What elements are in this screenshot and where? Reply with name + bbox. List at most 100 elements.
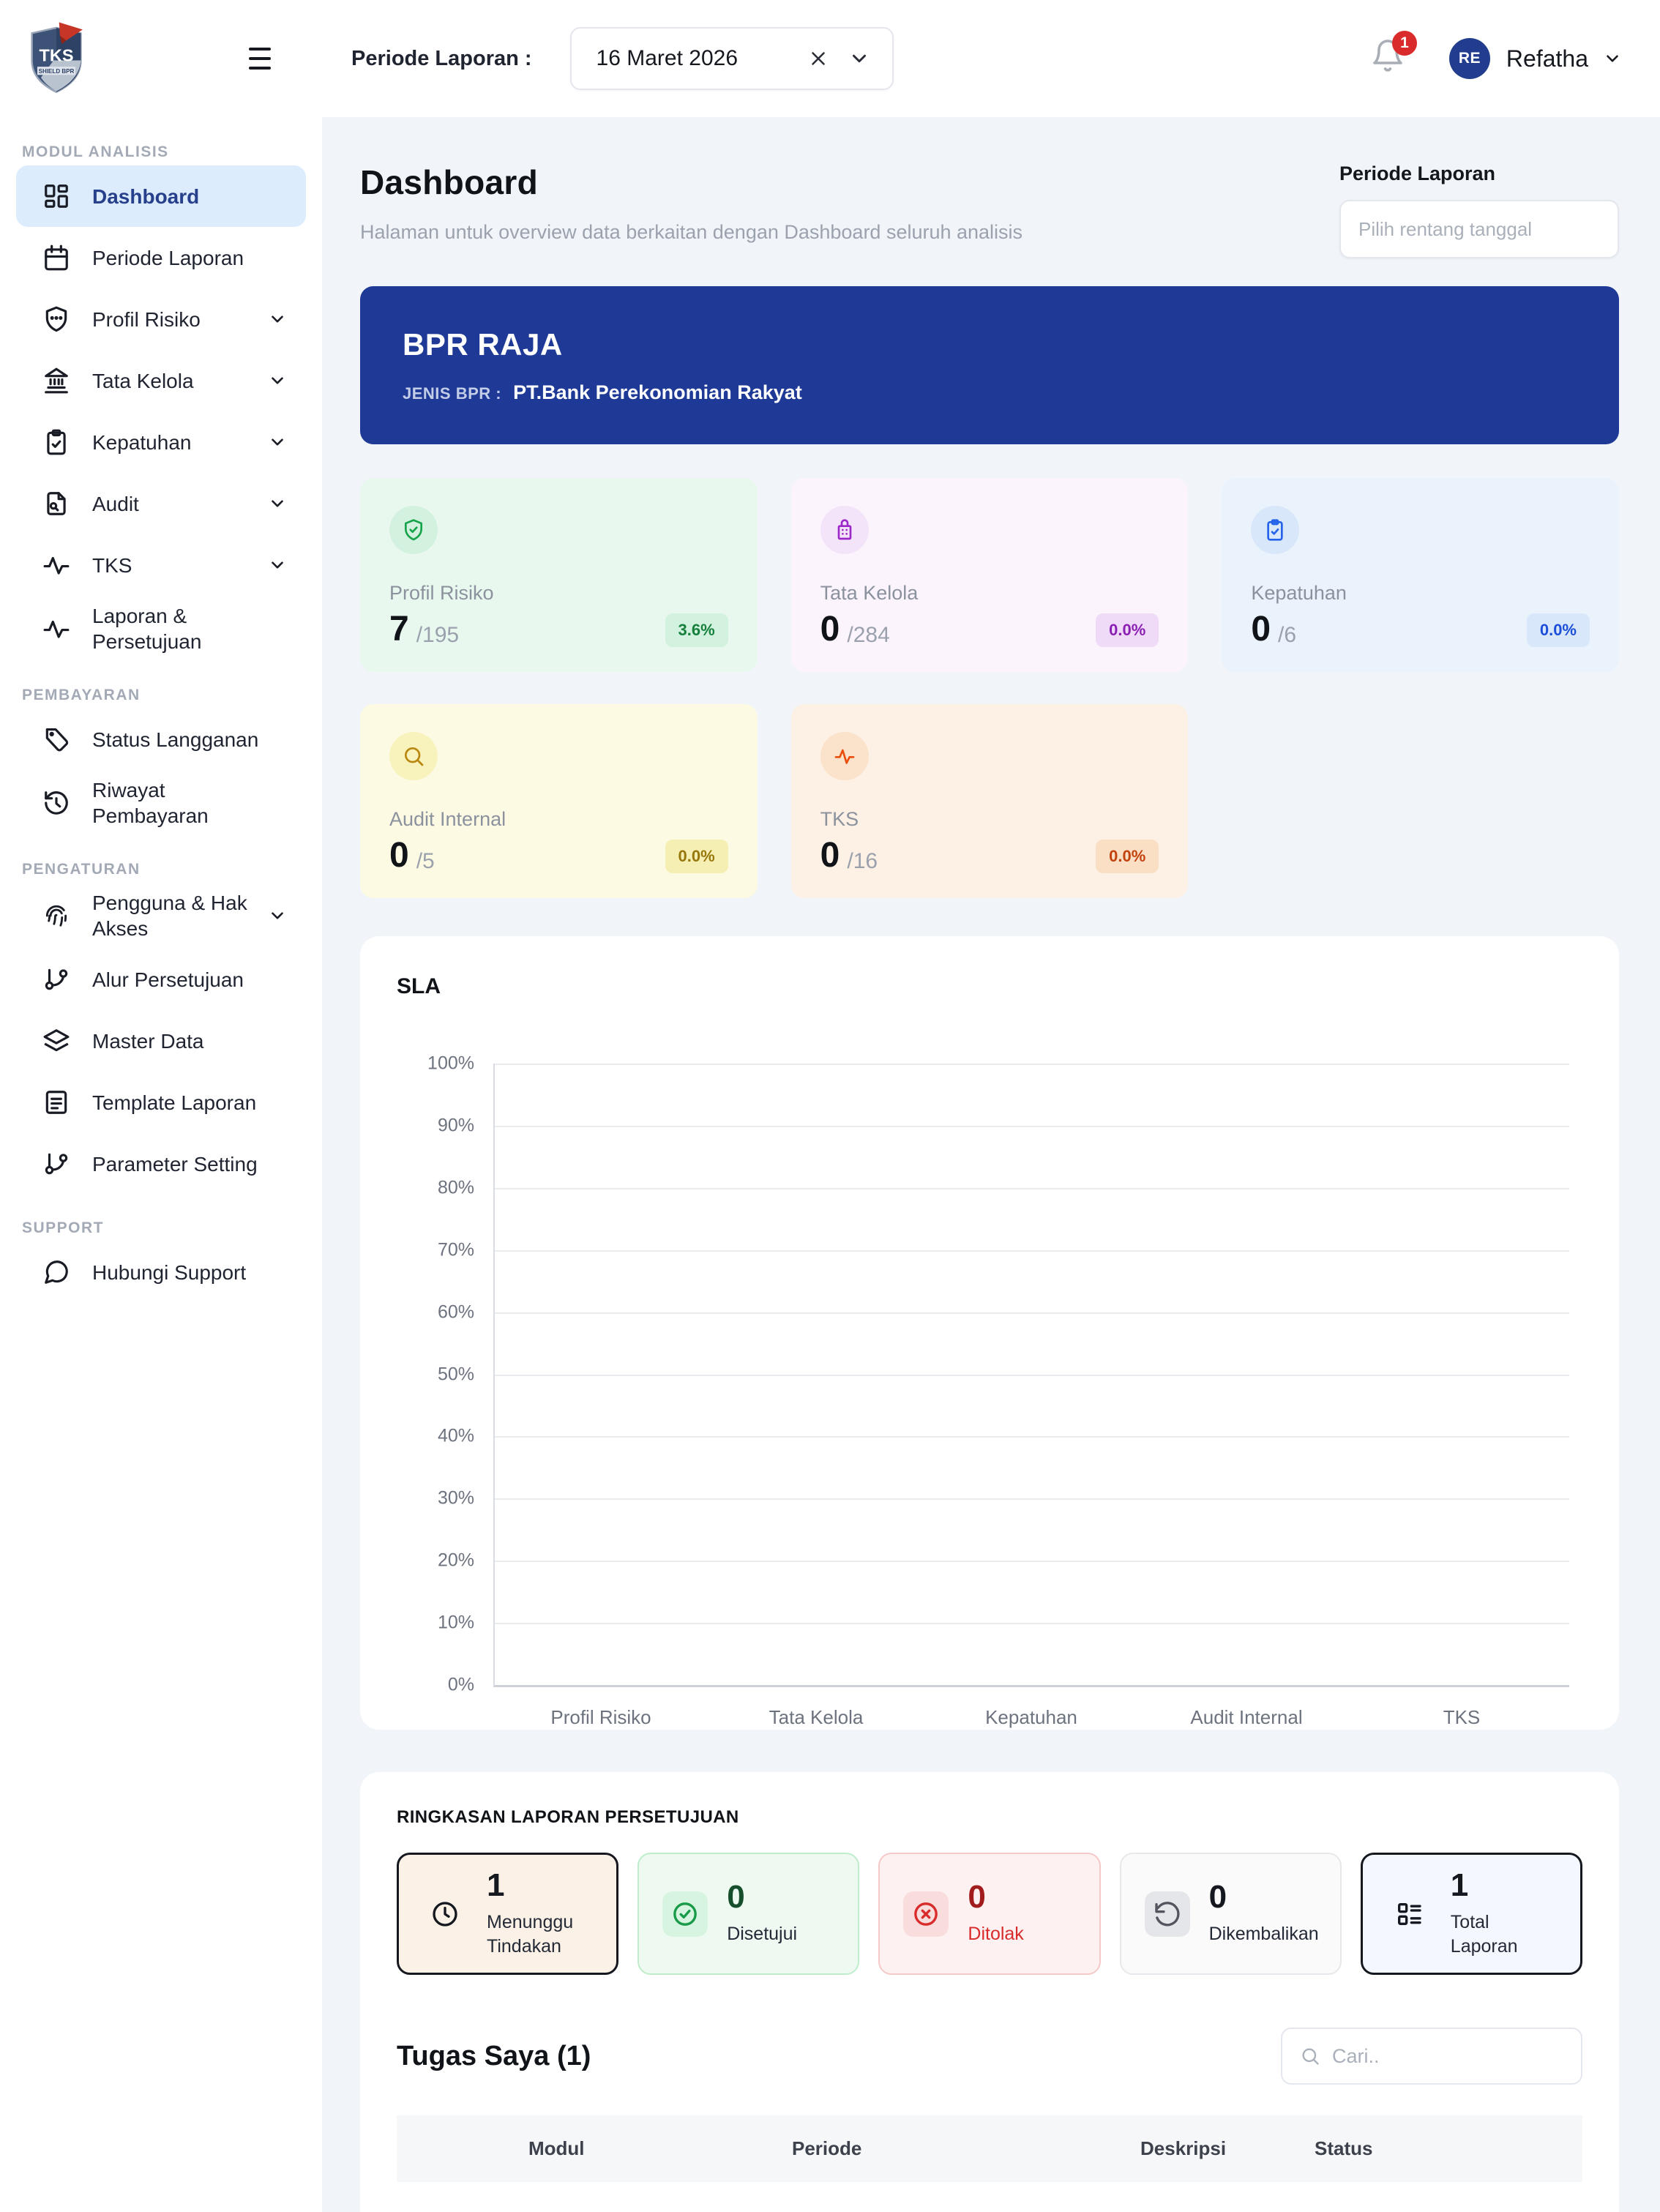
tks-shield-logo-icon: TKS SHIELD BPR [31,22,83,94]
jenis-bpr-label: JENIS BPR : [403,384,502,403]
sidebar-item-audit[interactable]: Audit [16,473,306,534]
stat-percent-badge: 0.0% [1526,613,1590,647]
sidebar-section-pengaturan: PENGATURAN [22,861,141,878]
chevron-down-icon[interactable] [848,48,870,70]
stat-cards: Profil Risiko 7 /195 3.6% Tata Kelola 0 … [360,478,1619,898]
sla-chart-plot: 100% 90% 80% 70% 60% 50% 40% 30% 20% 10%… [427,1053,1569,1695]
stat-card-audit-internal[interactable]: Audit Internal 0 /5 0.0% [360,704,758,898]
sidebar-item-tata-kelola[interactable]: Tata Kelola [16,350,306,411]
tugas-table: Modul Periode Deskripsi Status Modul Pro… [397,2115,1582,2212]
history-clock-icon [42,789,70,817]
notification-bell-icon[interactable]: 1 [1370,31,1417,79]
y-axis-tick: 40% [437,1425,474,1446]
table-header-row: Modul Periode Deskripsi Status [397,2115,1582,2182]
search-input[interactable] [1332,2044,1591,2068]
sidebar-section-modul-analisis: MODUL ANALISIS [22,143,169,160]
chevron-down-icon [272,315,283,323]
column-header-action [397,2115,521,2182]
summary-card-menunggu-tindakan[interactable]: 1 Menunggu Tindakan [397,1853,619,1975]
cell-deskripsi: S [1133,2182,1307,2212]
chevron-down-icon [272,912,283,919]
clock-icon [422,1891,468,1937]
building-icon [820,506,869,554]
date-range-field[interactable] [1339,200,1619,258]
summary-card-total-laporan[interactable]: 1 Total Laporan [1360,1853,1582,1975]
summary-label: Menunggu Tindakan [487,1912,574,1957]
notification-count-badge: 1 [1391,31,1417,56]
summary-card-ditolak[interactable]: 0 Ditolak [878,1853,1101,1975]
y-axis-tick: 60% [437,1301,474,1323]
stat-card-tks[interactable]: TKS 0 /16 0.0% [790,704,1189,898]
y-axis-tick: 20% [437,1550,474,1571]
dashboard-grid-icon [42,182,70,210]
stat-value: 0 [389,836,409,875]
table-row[interactable]: Modul Profil Risiko 01 Jan 2026 - 30 Jun… [397,2182,1582,2212]
tag-icon [42,725,70,753]
stat-total: /195 [416,623,460,647]
sidebar-item-pengguna-hak-akses[interactable]: Pengguna & Hak Akses [16,883,306,949]
date-range-input[interactable] [1358,217,1604,241]
sidebar-item-dashboard[interactable]: Dashboard [16,165,306,227]
user-name[interactable]: Refatha [1506,45,1588,72]
sidebar-item-kepatuhan[interactable]: Kepatuhan [16,411,306,473]
sidebar-item-tks[interactable]: TKS [16,534,306,596]
x-circle-icon [903,1891,949,1937]
summary-card-dikembalikan[interactable]: 0 Dikembalikan [1119,1853,1342,1975]
stat-card-tata-kelola[interactable]: Tata Kelola 0 /284 0.0% [790,478,1189,672]
search-field[interactable] [1281,2028,1591,2085]
periode-laporan-label: Periode Laporan : [351,46,532,70]
bpr-name: BPR RAJA [403,326,563,362]
stat-card-kepatuhan[interactable]: Kepatuhan 0 /6 0.0% [1222,478,1619,672]
cell-modul: Modul Profil Risiko [521,2182,785,2212]
fingerprint-icon [42,902,70,930]
sidebar: MODUL ANALISIS Dashboard Periode Laporan… [0,117,322,2212]
user-menu-chevron-icon[interactable] [1603,49,1622,68]
sidebar-item-alur-persetujuan[interactable]: Alur Persetujuan [16,949,306,1010]
app-logo[interactable]: TKS SHIELD BPR [0,20,249,97]
stat-percent-badge: 0.0% [1096,840,1159,873]
periode-laporan-select[interactable]: 16 Maret 2026 [569,27,894,90]
sidebar-item-status-langganan[interactable]: Status Langganan [16,709,306,770]
x-axis-labels: Profil Risiko Tata Kelola Kepatuhan Audi… [493,1706,1569,1729]
sidebar-item-hubungi-support[interactable]: Hubungi Support [16,1241,306,1303]
stat-total: /6 [1278,623,1297,647]
summary-card-disetujui[interactable]: 0 Disetujui [638,1853,860,1975]
sla-chart-card: SLA 100% 90% 80% 70% 60% [360,936,1619,1730]
sidebar-item-laporan-persetujuan[interactable]: Laporan & Persetujuan [16,596,306,662]
sidebar-item-parameter-setting[interactable]: Parameter Setting [16,1133,306,1195]
stat-total: /284 [847,623,890,647]
gridline [495,1064,1569,1065]
layers-icon [42,1027,70,1055]
gridline [495,1249,1569,1252]
sidebar-item-profil-risiko[interactable]: Profil Risiko [16,288,306,350]
calendar-icon [42,244,70,272]
clear-icon[interactable] [807,48,829,70]
clipboard-check-icon [42,428,70,456]
user-avatar[interactable]: RE [1448,38,1490,79]
chevron-down-icon [272,438,283,446]
summary-value: 0 [1208,1879,1227,1916]
stat-value: 0 [1251,610,1271,649]
check-circle-icon [662,1891,709,1937]
svg-text:SHIELD BPR: SHIELD BPR [39,68,75,75]
chevron-down-icon [272,377,283,384]
y-axis-tick: 90% [437,1115,474,1136]
sidebar-item-riwayat-pembayaran[interactable]: Riwayat Pembayaran [16,770,306,836]
shield-check-icon [389,506,438,554]
stat-card-profil-risiko[interactable]: Profil Risiko 7 /195 3.6% [360,478,758,672]
sidebar-item-periode-laporan[interactable]: Periode Laporan [16,227,306,288]
x-axis-label: Profil Risiko [550,1706,651,1728]
gridline [495,1623,1569,1625]
sidebar-item-template-laporan[interactable]: Template Laporan [16,1072,306,1133]
shield-icon [42,305,70,333]
column-header-periode: Periode [792,2137,862,2159]
stat-percent-badge: 0.0% [665,840,728,873]
stat-total: /16 [847,849,878,873]
workflow-branch-icon [42,965,70,993]
sidebar-item-master-data[interactable]: Master Data [16,1010,306,1072]
menu-toggle-icon[interactable] [249,42,281,75]
rotate-ccw-icon [1144,1891,1190,1937]
chat-bubble-icon [42,1258,70,1286]
x-axis-label: Audit Internal [1190,1706,1303,1728]
workflow-branch-icon [42,1150,70,1178]
